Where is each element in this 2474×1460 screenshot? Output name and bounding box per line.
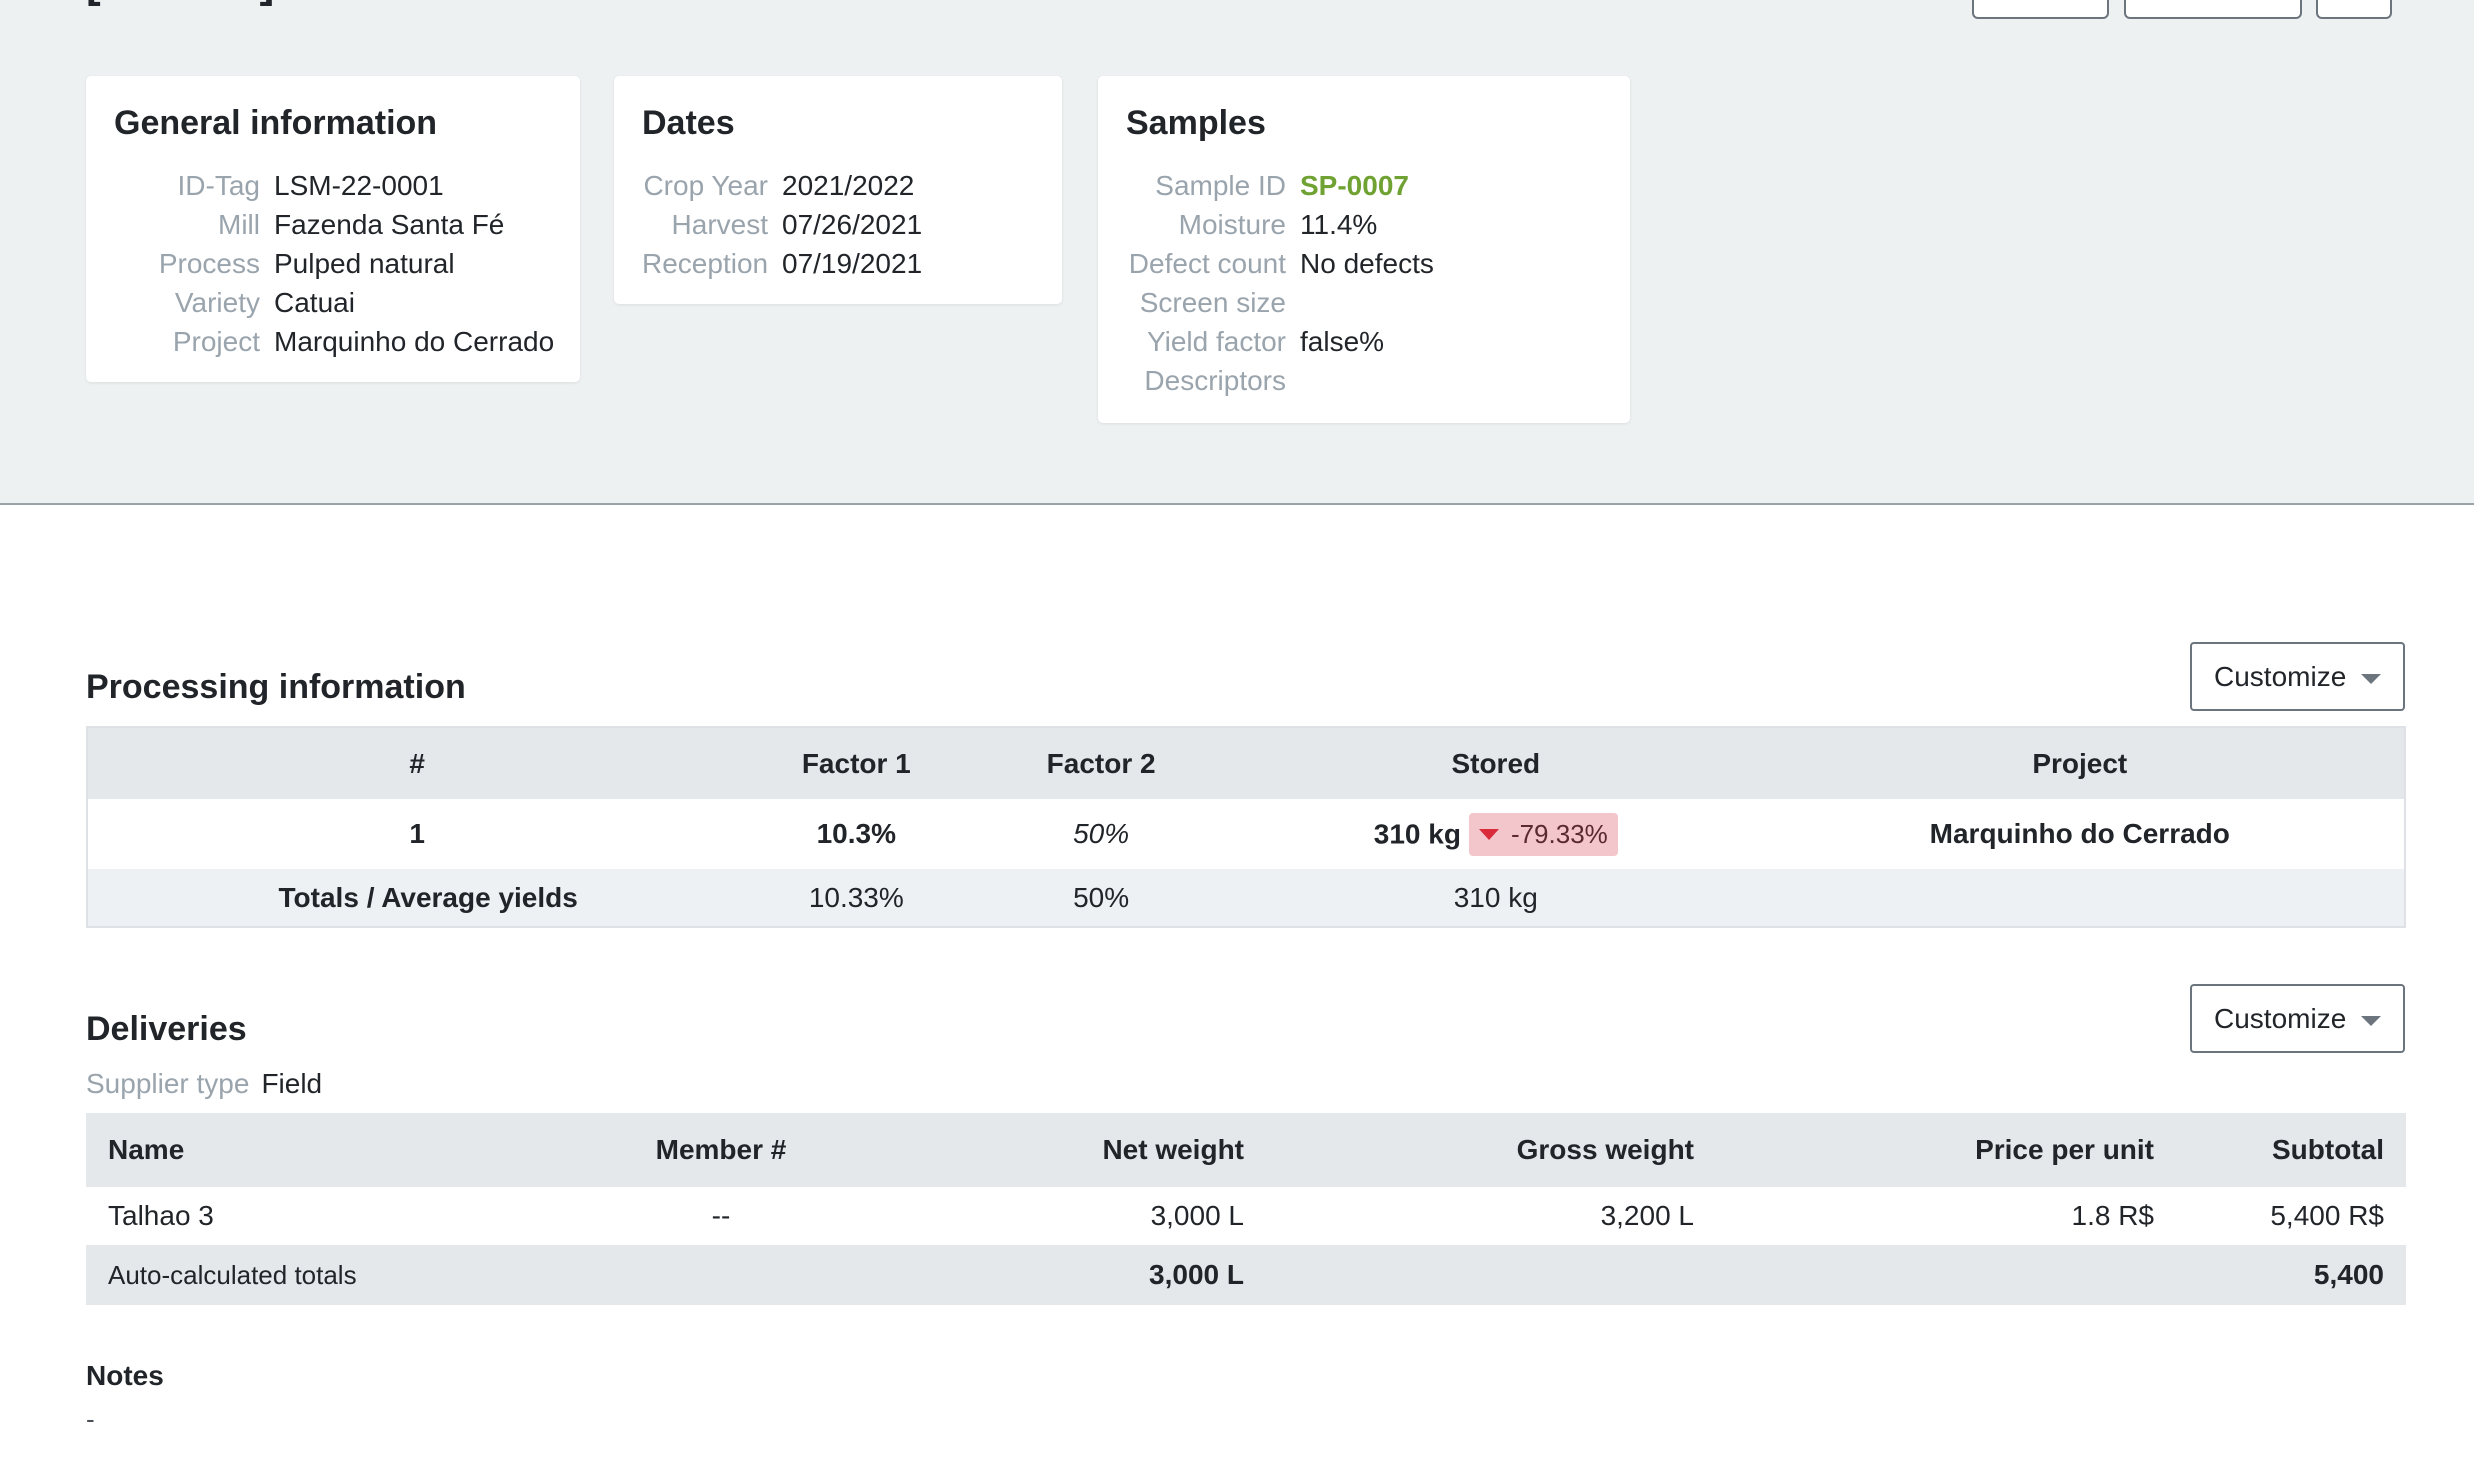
- value-crop-year: 2021/2022: [782, 169, 915, 201]
- details-header-area: [ ] General information ID-Tag LSM-22-000…: [0, 0, 2474, 505]
- label-sample-id: Sample ID: [1155, 169, 1286, 201]
- customize-label: Customize: [2214, 1002, 2347, 1034]
- label-crop-year: Crop Year: [643, 169, 768, 201]
- column-header-factor-1: Factor 1: [801, 747, 911, 779]
- deliveries-section-title: Deliveries: [86, 1010, 247, 1048]
- column-header-price-per-unit: Price per unit: [1975, 1134, 2154, 1165]
- totals-net-weight: 3,000 L: [1149, 1259, 1244, 1290]
- chevron-down-icon: [2361, 1016, 2381, 1026]
- samples-list: Sample ID SP-0007 Moisture 11.4% Defect co…: [1126, 166, 1434, 400]
- column-header-net-weight: Net weight: [1102, 1134, 1244, 1165]
- header-action-button-2[interactable]: [2124, 0, 2302, 19]
- value-project: Marquinho do Cerrado: [274, 325, 555, 357]
- stored-value: 310 kg: [1373, 818, 1461, 849]
- value-process: Pulped natural: [274, 247, 455, 279]
- value-defect-count: No defects: [1300, 247, 1434, 279]
- column-header-factor-2: Factor 2: [1046, 747, 1156, 779]
- customize-label: Customize: [2214, 660, 2347, 692]
- card-title: Samples: [1126, 104, 1266, 142]
- totals-subtotal: 5,400: [2313, 1259, 2384, 1290]
- general-information-card: General information ID-Tag LSM-22-0001 Mi…: [86, 76, 580, 382]
- column-header-number: #: [409, 747, 425, 779]
- cell-gross-weight: 3,200 L: [1600, 1200, 1694, 1231]
- value-variety: Catuai: [274, 286, 355, 318]
- totals-gross-weight: [1266, 1245, 1716, 1305]
- dates-list: Crop Year 2021/2022 Harvest 07/26/2021 Rec…: [642, 166, 922, 283]
- label-variety: Variety: [174, 286, 260, 318]
- cell-name: Talhao 3: [108, 1200, 214, 1231]
- totals-label: Totals / Average yields: [278, 881, 578, 913]
- samples-card: Samples Sample ID SP-0007 Moisture 11.4% D…: [1098, 76, 1630, 423]
- sample-id-link[interactable]: SP-0007: [1300, 169, 1409, 201]
- page-title-clipped: [ ]: [86, 0, 274, 8]
- change-value: -79.33%: [1510, 818, 1608, 849]
- value-yield-factor: false%: [1300, 325, 1385, 357]
- table-row[interactable]: Talhao 3 -- 3,000 L 3,200 L 1.8 R$ 5,400…: [86, 1187, 2406, 1245]
- label-moisture: Moisture: [1178, 208, 1286, 240]
- cell-stored: 310 kg -79.33%: [1236, 799, 1756, 869]
- general-info-list: ID-Tag LSM-22-0001 Mill Fazenda Santa Fé P…: [114, 166, 554, 361]
- label-process: Process: [158, 247, 260, 279]
- supplier-type-value: Field: [261, 1068, 323, 1099]
- column-header-gross-weight: Gross weight: [1516, 1134, 1694, 1165]
- supplier-type: Supplier type Field: [86, 1068, 322, 1100]
- totals-price: [1716, 1245, 2176, 1305]
- label-screen-size: Screen size: [1139, 286, 1286, 318]
- cell-number: 1: [409, 818, 425, 849]
- cell-factor-1: 10.3%: [816, 818, 896, 849]
- processing-table: # Factor 1 Factor 2 Stored Project 1 10.…: [86, 726, 2406, 928]
- totals-factor-2: 50%: [1073, 881, 1130, 913]
- totals-label: Auto-calculated totals: [108, 1259, 357, 1290]
- cell-price-per-unit: 1.8 R$: [2071, 1200, 2155, 1231]
- deliveries-table: Name Member # Net weight Gross weight Pr…: [86, 1113, 2406, 1305]
- change-badge: -79.33%: [1468, 812, 1618, 856]
- cell-project: Marquinho do Cerrado: [1929, 818, 2230, 849]
- card-title: General information: [114, 104, 438, 142]
- deliveries-customize-button[interactable]: Customize: [2190, 984, 2405, 1053]
- totals-stored: 310 kg: [1453, 881, 1538, 913]
- column-header-stored: Stored: [1451, 747, 1541, 779]
- chevron-down-icon: [2361, 674, 2381, 684]
- caret-down-icon: [1478, 828, 1499, 840]
- notes-value: -: [86, 1404, 95, 1434]
- cell-subtotal: 5,400 R$: [2270, 1200, 2384, 1231]
- totals-member: [566, 1245, 876, 1305]
- processing-customize-button[interactable]: Customize: [2190, 642, 2405, 711]
- cell-member: --: [711, 1200, 731, 1231]
- label-id-tag: ID-Tag: [177, 169, 260, 201]
- value-harvest: 07/26/2021: [782, 208, 923, 240]
- supplier-type-label: Supplier type: [86, 1068, 250, 1099]
- dates-card: Dates Crop Year 2021/2022 Harvest 07/26/20…: [614, 76, 1062, 304]
- card-title: Dates: [642, 104, 735, 142]
- value-moisture: 11.4%: [1300, 208, 1378, 240]
- column-header-project: Project: [2032, 747, 2128, 779]
- table-header-row: Name Member # Net weight Gross weight Pr…: [86, 1113, 2406, 1187]
- value-mill: Fazenda Santa Fé: [274, 208, 505, 240]
- table-header-row: # Factor 1 Factor 2 Stored Project: [87, 727, 2405, 799]
- totals-row: Totals / Average yields 10.33% 50% 310 k…: [87, 869, 2405, 927]
- column-header-subtotal: Subtotal: [2272, 1134, 2384, 1165]
- label-project: Project: [172, 325, 260, 357]
- label-harvest: Harvest: [671, 208, 768, 240]
- label-descriptors: Descriptors: [1144, 364, 1286, 396]
- totals-factor-1: 10.33%: [808, 881, 904, 913]
- processing-section-title: Processing information: [86, 668, 466, 706]
- cell-net-weight: 3,000 L: [1150, 1200, 1244, 1231]
- cell-factor-2: 50%: [1073, 818, 1130, 849]
- label-reception: Reception: [642, 247, 769, 279]
- value-reception: 07/19/2021: [782, 247, 923, 279]
- notes-title: Notes: [86, 1360, 164, 1391]
- value-id-tag: LSM-22-0001: [274, 169, 444, 201]
- header-action-button-1[interactable]: [1972, 0, 2109, 19]
- column-header-member: Member #: [655, 1134, 787, 1165]
- label-yield-factor: Yield factor: [1146, 325, 1286, 357]
- label-defect-count: Defect count: [1128, 247, 1286, 279]
- column-header-name: Name: [108, 1134, 185, 1165]
- header-action-button-3[interactable]: [2316, 0, 2392, 19]
- totals-project: [1756, 869, 2405, 927]
- totals-row: Auto-calculated totals 3,000 L 5,400: [86, 1245, 2406, 1305]
- label-mill: Mill: [218, 208, 260, 240]
- table-row[interactable]: 1 10.3% 50% 310 kg -79.33% Marquinho do C…: [87, 799, 2405, 869]
